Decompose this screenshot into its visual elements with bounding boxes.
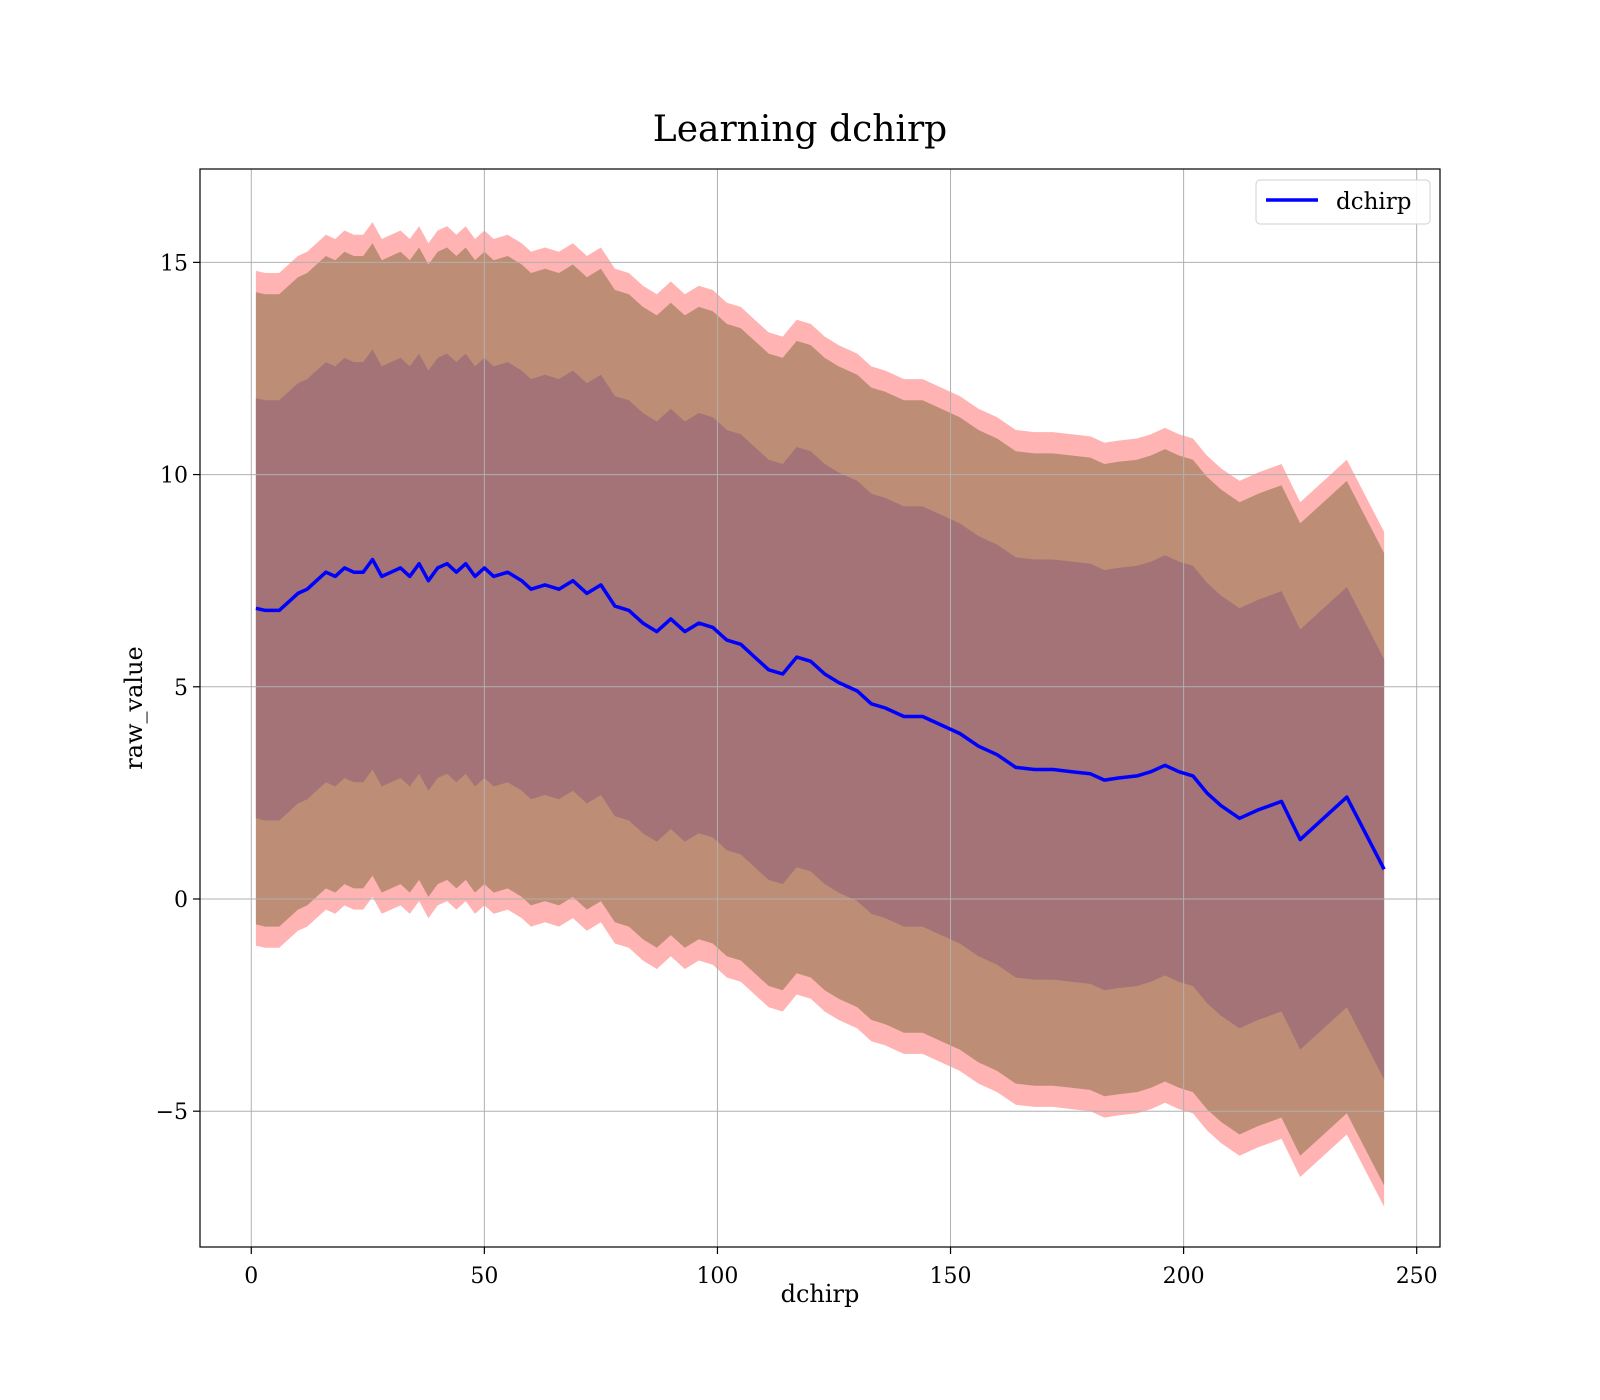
legend-box [1255, 179, 1431, 225]
x-tick-label: 200 [1163, 1264, 1205, 1289]
x-tick-label: 100 [696, 1264, 738, 1289]
y-axis-label: raw_value [120, 646, 148, 770]
confidence-bands [255, 222, 1385, 1207]
y-tick-label: −5 [156, 1100, 188, 1125]
y-tick-label: 15 [160, 251, 188, 276]
x-tick-label: 150 [930, 1264, 972, 1289]
legend: dchirp [1255, 179, 1431, 225]
x-tick-label: 0 [244, 1264, 258, 1289]
plot-frame [199, 168, 1441, 1248]
grid [200, 169, 1440, 1247]
x-tick-label: 250 [1396, 1264, 1438, 1289]
x-tick-label: 50 [470, 1264, 498, 1289]
chart-title: Learning dchirp [653, 109, 947, 150]
y-axis-ticks: −5 0 5 10 15 [156, 251, 200, 1125]
series-line-dchirp [255, 557, 1386, 871]
x-axis-ticks: 0 50 100 150 200 250 [244, 1247, 1438, 1289]
x-axis-label: dchirp [781, 1280, 860, 1308]
y-tick-label: 5 [174, 676, 188, 701]
y-tick-label: 0 [174, 888, 188, 913]
y-tick-label: 10 [160, 464, 188, 489]
legend-label-dchirp: dchirp [1336, 189, 1412, 215]
band-inner [255, 349, 1385, 1080]
